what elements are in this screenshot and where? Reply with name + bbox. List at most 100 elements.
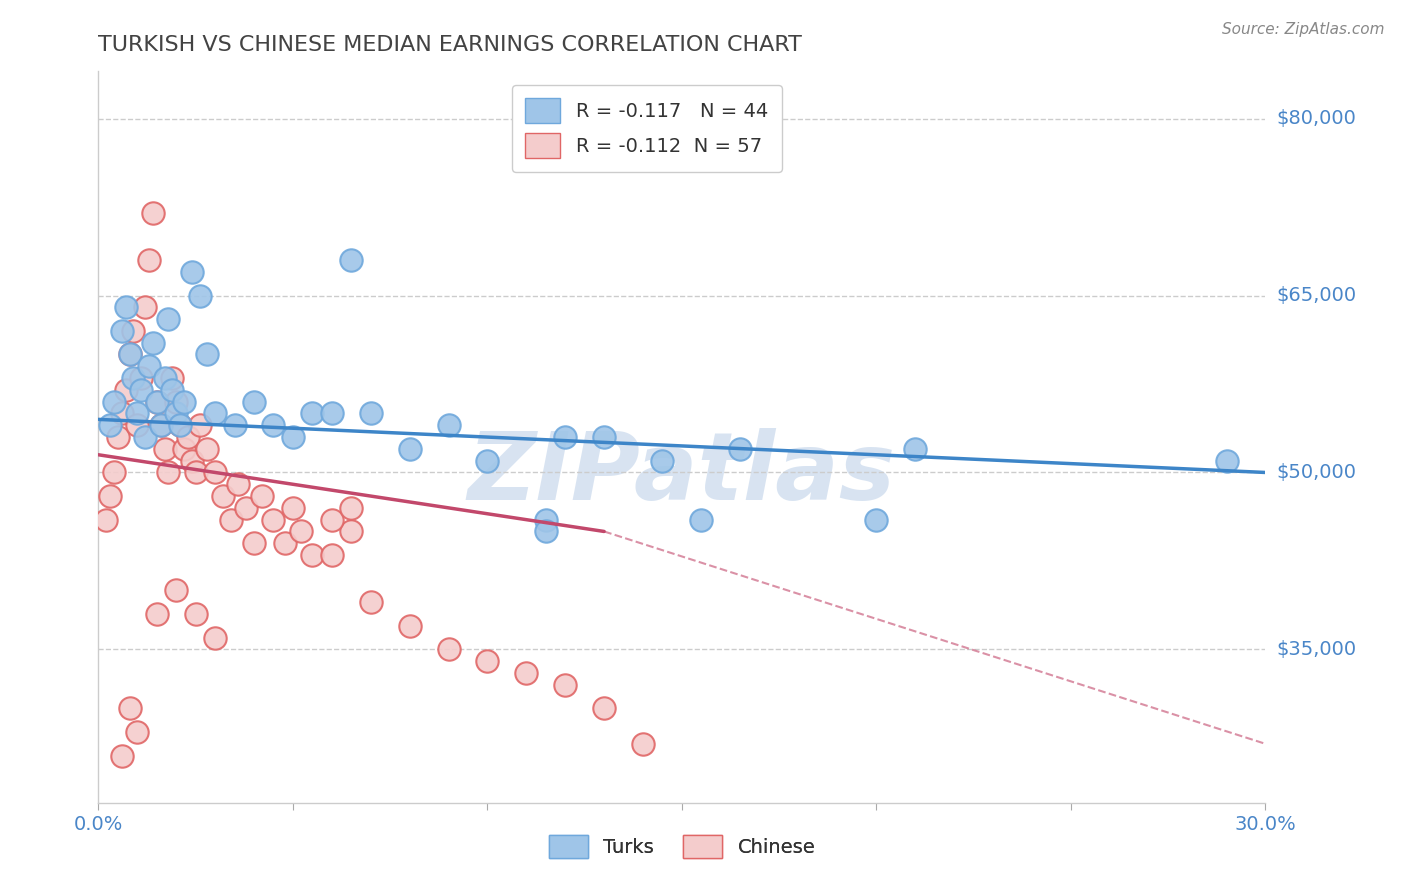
Point <box>138 253 160 268</box>
Point <box>146 394 169 409</box>
Point <box>165 407 187 421</box>
Point <box>204 631 226 645</box>
Point <box>321 513 343 527</box>
Point <box>134 301 156 315</box>
Point <box>162 371 184 385</box>
Point <box>730 442 752 456</box>
Point <box>340 500 363 515</box>
Point <box>169 418 191 433</box>
Point <box>180 265 202 279</box>
Point <box>631 737 654 751</box>
Point <box>142 206 165 220</box>
Point <box>228 477 250 491</box>
Point <box>690 513 713 527</box>
Point <box>107 430 129 444</box>
Point <box>118 701 141 715</box>
Point <box>243 536 266 550</box>
Point <box>477 453 499 467</box>
Point <box>593 430 616 444</box>
Point <box>195 347 218 361</box>
Text: Source: ZipAtlas.com: Source: ZipAtlas.com <box>1222 22 1385 37</box>
Point <box>98 418 121 433</box>
Point <box>157 312 180 326</box>
Text: ZIPatlas: ZIPatlas <box>468 427 896 520</box>
Point <box>250 489 273 503</box>
Point <box>321 548 343 562</box>
Point <box>177 430 200 444</box>
Point <box>651 453 673 467</box>
Point <box>96 513 118 527</box>
Point <box>340 253 363 268</box>
Point <box>122 371 145 385</box>
Point <box>98 489 121 503</box>
Point <box>262 513 284 527</box>
Text: $35,000: $35,000 <box>1277 640 1357 659</box>
Point <box>195 442 218 456</box>
Point <box>398 442 420 456</box>
Point <box>515 666 537 681</box>
Point <box>149 418 172 433</box>
Point <box>122 324 145 338</box>
Point <box>184 466 207 480</box>
Point <box>111 407 134 421</box>
Point <box>360 595 382 609</box>
Point <box>184 607 207 621</box>
Text: $80,000: $80,000 <box>1277 109 1357 128</box>
Point <box>321 407 343 421</box>
Point <box>111 748 134 763</box>
Point <box>1215 453 1237 467</box>
Point <box>146 394 169 409</box>
Point <box>134 430 156 444</box>
Point <box>340 524 363 539</box>
Text: $50,000: $50,000 <box>1277 463 1357 482</box>
Point <box>173 394 195 409</box>
Point <box>219 513 242 527</box>
Point <box>165 394 187 409</box>
Point <box>127 725 149 739</box>
Point <box>281 500 304 515</box>
Point <box>162 383 184 397</box>
Point <box>142 335 165 350</box>
Point <box>593 701 616 715</box>
Point <box>188 288 211 302</box>
Point <box>146 607 169 621</box>
Point <box>173 442 195 456</box>
Point <box>281 430 304 444</box>
Point <box>180 453 202 467</box>
Point <box>360 407 382 421</box>
Point <box>534 524 557 539</box>
Point <box>904 442 927 456</box>
Point <box>129 371 152 385</box>
Point <box>138 359 160 374</box>
Point <box>235 500 257 515</box>
Point <box>118 347 141 361</box>
Point <box>111 324 134 338</box>
Point <box>204 407 226 421</box>
Point <box>129 383 152 397</box>
Point <box>103 394 125 409</box>
Point <box>554 430 576 444</box>
Point <box>114 301 136 315</box>
Point <box>262 418 284 433</box>
Point <box>103 466 125 480</box>
Point <box>114 383 136 397</box>
Point <box>165 583 187 598</box>
Point <box>224 418 246 433</box>
Point <box>149 418 172 433</box>
Point <box>437 418 460 433</box>
Point <box>157 466 180 480</box>
Point <box>243 394 266 409</box>
Point <box>301 548 323 562</box>
Point <box>437 642 460 657</box>
Point <box>477 654 499 668</box>
Point <box>188 418 211 433</box>
Point <box>534 513 557 527</box>
Point <box>274 536 297 550</box>
Point <box>153 371 176 385</box>
Point <box>398 619 420 633</box>
Point <box>212 489 235 503</box>
Point <box>127 418 149 433</box>
Point <box>169 418 191 433</box>
Text: $65,000: $65,000 <box>1277 286 1357 305</box>
Point <box>865 513 887 527</box>
